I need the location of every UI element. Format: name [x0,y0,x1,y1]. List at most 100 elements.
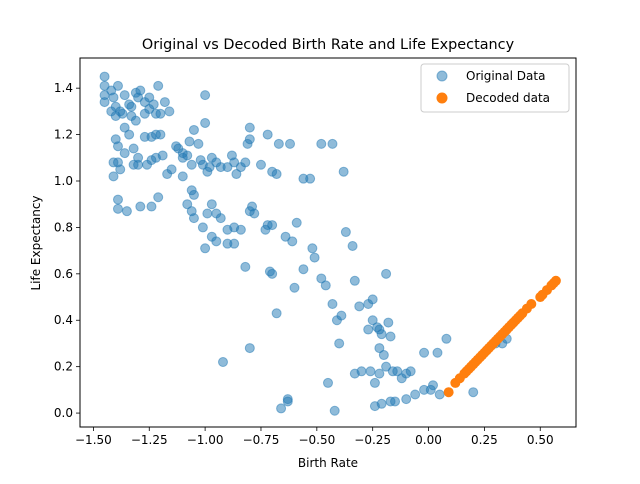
x-tick-label: −0.75 [243,433,280,447]
x-tick-label: 0.25 [471,433,498,447]
data-point-original [204,162,215,173]
y-tick-label: 0.4 [54,313,73,327]
data-point-original [235,224,246,235]
data-point-original [383,317,394,328]
data-point-original [112,203,123,214]
data-point-original [121,206,132,217]
data-point-original [434,389,445,400]
x-tick-label: −1.25 [131,433,168,447]
data-point-original [425,384,436,395]
data-point-original [186,159,197,170]
data-point-original [432,347,443,358]
data-point-original [222,162,233,173]
data-point-original [99,97,110,108]
data-point-original [410,389,421,400]
data-point-original [244,122,255,133]
data-point-original [323,377,333,388]
data-point-original [108,92,119,103]
series-original-data [99,71,512,416]
data-point-original [188,213,199,224]
data-point-original [336,310,347,321]
y-tick-label: 1.4 [54,81,73,95]
x-tick-label: 0.00 [415,433,442,447]
data-point-original [244,343,255,354]
data-point-original [229,238,240,249]
data-point-original [419,347,430,358]
data-point-original [130,115,141,126]
data-point-original [133,159,144,170]
data-point-original [217,357,228,368]
data-point-original [338,166,349,177]
legend-box [420,63,570,113]
data-point-original [441,333,452,344]
data-point-original [119,90,130,101]
y-tick-label: 0.0 [54,406,73,420]
data-point-original [188,124,199,135]
data-point-original [182,199,193,210]
data-point-original [197,222,208,233]
data-point-original [367,294,378,305]
data-point-original [249,208,260,219]
data-point-original [267,220,278,231]
y-tick-label: 0.2 [54,360,73,374]
data-point-original [381,361,392,372]
data-point-original [369,401,380,412]
data-point-original [285,138,296,149]
x-tick-label: −1.50 [75,433,112,447]
data-point-original [133,92,144,103]
data-point-original [376,329,387,340]
data-point-original [273,138,284,149]
data-point-original [267,268,278,279]
data-point-original [115,164,126,175]
data-point-original [215,213,226,224]
data-point-original [188,189,199,200]
data-point-original [334,338,345,349]
data-point-original [193,138,204,149]
data-point-original [108,171,119,182]
data-point-original [153,192,164,203]
data-point-original [320,280,331,291]
data-point-original [135,201,146,212]
data-point-original [146,201,157,212]
data-point-original [401,394,412,405]
x-tick-label: −0.50 [298,433,335,447]
legend-marker-original [436,70,448,82]
y-tick-label: 1.2 [54,128,73,142]
data-point-original [240,261,251,272]
data-point-original [144,104,155,115]
data-point-original [280,231,291,242]
data-point-original [244,134,255,145]
data-point-original [327,299,338,309]
data-point-original [271,308,282,319]
data-point-original [307,243,318,254]
data-point-original [99,71,110,82]
data-point-original [468,387,479,398]
legend-marker-decoded [436,92,448,104]
data-point-original [298,264,309,275]
data-point-original [159,97,170,108]
data-point-original [112,80,123,91]
y-axis-ticks: 0.0 0.2 0.4 0.6 0.8 1.0 1.2 1.4 [54,81,80,420]
data-point-original [124,129,135,140]
data-point-original [369,377,380,388]
data-point-original [119,122,130,133]
x-axis-label: Birth Rate [298,456,358,470]
data-point-original [327,138,338,149]
data-point-original [182,150,193,161]
data-point-original [291,217,302,228]
data-point-original [374,368,385,379]
data-point-decoded [526,299,537,309]
data-point-original [117,108,128,119]
data-point-original [316,138,327,149]
y-axis-label: Life Expectancy [29,195,43,290]
data-point-original [144,92,155,103]
data-point-original [289,282,300,293]
data-point-original [255,159,266,170]
x-tick-label: −1.00 [187,433,224,447]
x-tick-label: 0.50 [527,433,554,447]
data-point-original [305,173,316,184]
data-point-original [271,169,282,180]
data-point-original [211,236,222,247]
chart-title: Original vs Decoded Birth Rate and Life … [142,37,515,53]
